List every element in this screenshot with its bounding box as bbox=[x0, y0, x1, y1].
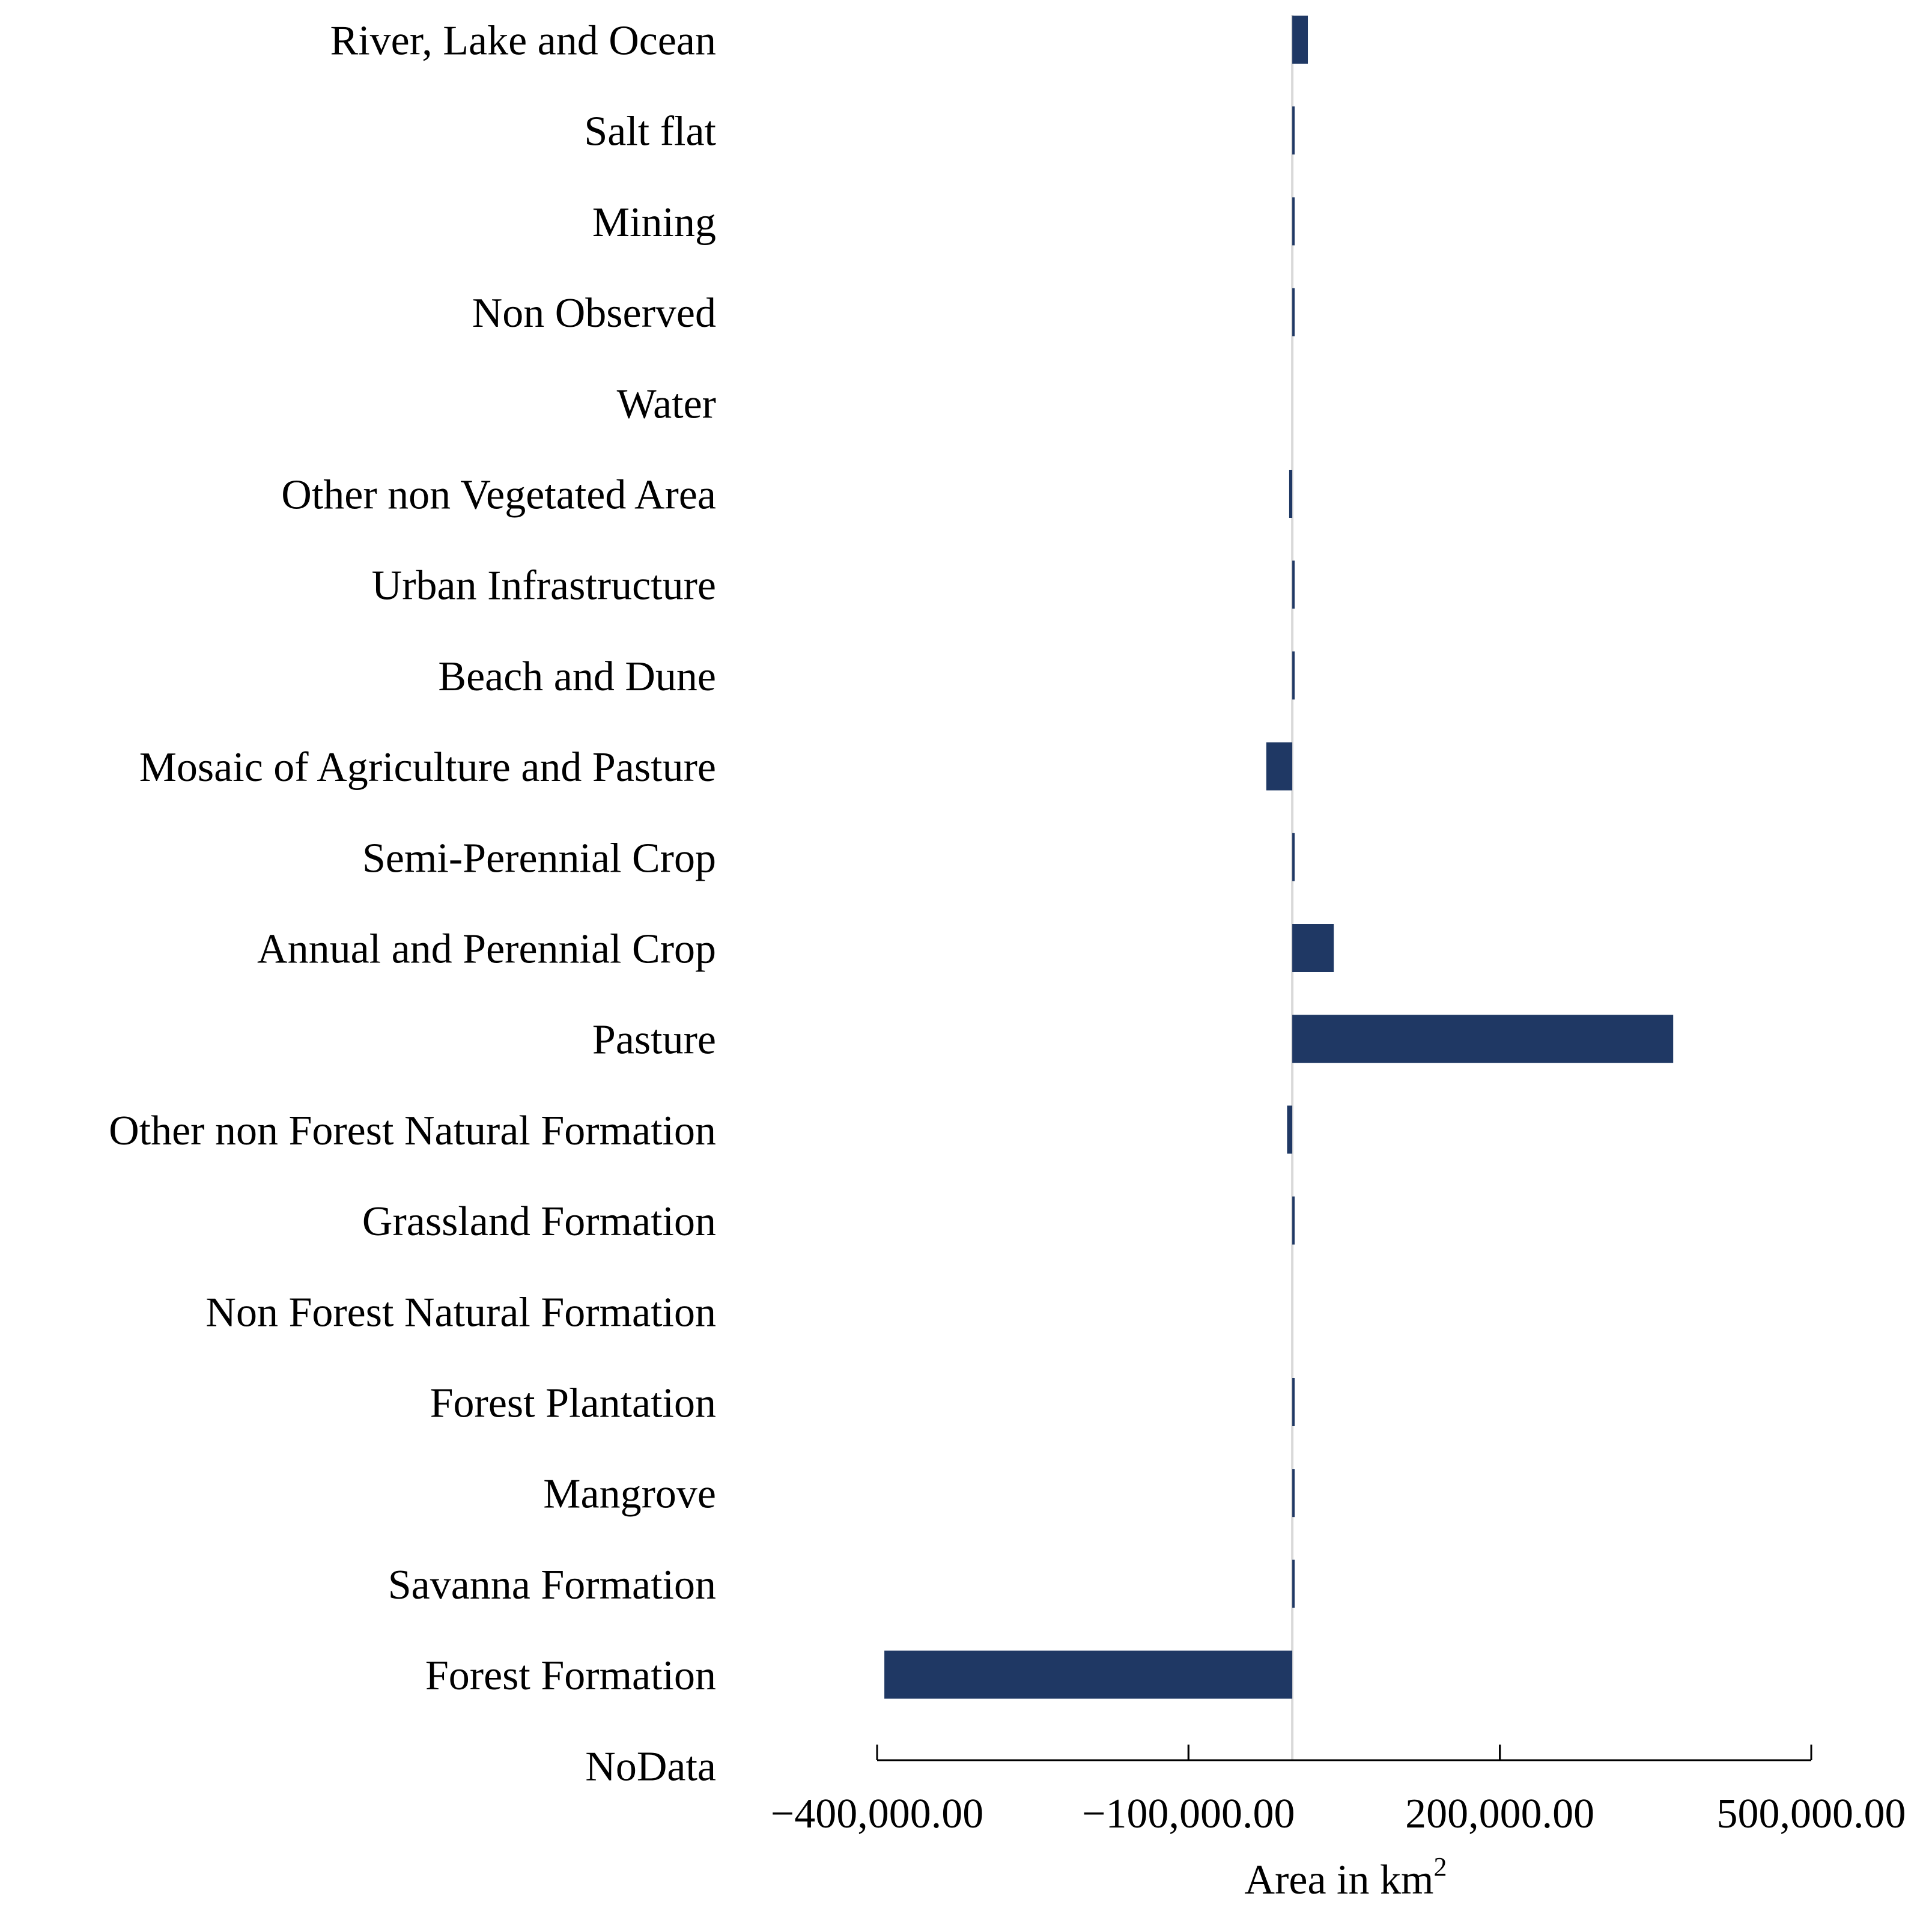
x-tick-label-0: −400,000.00 bbox=[771, 1791, 983, 1837]
category-label-non-forest-natural-formation: Non Forest Natural Formation bbox=[205, 1289, 716, 1335]
bar-forest-formation bbox=[884, 1650, 1293, 1699]
bar-savanna-formation bbox=[1292, 1560, 1295, 1608]
category-label-non-observed: Non Observed bbox=[472, 290, 716, 336]
bar-salt-flat bbox=[1292, 106, 1295, 155]
category-label-grassland-formation: Grassland Formation bbox=[362, 1198, 716, 1245]
bar-mosaic-of-agriculture-and-pasture bbox=[1266, 742, 1293, 791]
category-label-semi-perennial-crop: Semi-Perennial Crop bbox=[362, 835, 716, 881]
bar-forest-plantation bbox=[1292, 1378, 1295, 1426]
bar-pasture bbox=[1292, 1015, 1674, 1063]
bar-other-non-vegetated-area bbox=[1289, 470, 1293, 518]
bar-mining bbox=[1292, 197, 1295, 246]
bars-layer bbox=[884, 16, 1674, 1699]
bar-mangrove bbox=[1292, 1469, 1295, 1517]
category-label-annual-and-perennial-crop: Annual and Perennial Crop bbox=[257, 926, 716, 973]
category-label-river-lake-and-ocean: River, Lake and Ocean bbox=[330, 18, 716, 64]
category-label-beach-and-dune: Beach and Dune bbox=[438, 654, 716, 700]
x-tick-label-2: 200,000.00 bbox=[1405, 1791, 1594, 1837]
x-tick-label-3: 500,000.00 bbox=[1717, 1791, 1906, 1837]
category-label-water: Water bbox=[617, 381, 716, 427]
bar-annual-and-perennial-crop bbox=[1292, 924, 1334, 972]
x-tick-label-1: −100,000.00 bbox=[1082, 1791, 1295, 1837]
category-label-mosaic-of-agriculture-and-pasture: Mosaic of Agriculture and Pasture bbox=[139, 744, 716, 791]
bar-grassland-formation bbox=[1292, 1196, 1295, 1245]
x-axis-title-superscript: 2 bbox=[1433, 1852, 1447, 1882]
bar-beach-and-dune bbox=[1292, 651, 1295, 700]
category-label-savanna-formation: Savanna Formation bbox=[388, 1562, 716, 1608]
category-labels-layer: River, Lake and Ocean Salt flat Mining Non … bbox=[109, 18, 716, 1790]
category-label-pasture: Pasture bbox=[592, 1017, 716, 1063]
category-label-forest-plantation: Forest Plantation bbox=[430, 1381, 716, 1427]
bar-semi-perennial-crop bbox=[1292, 833, 1295, 881]
x-axis-title: Area in km2 bbox=[1245, 1852, 1447, 1903]
category-label-mangrove: Mangrove bbox=[543, 1471, 716, 1517]
bar-other-non-forest-natural-formation bbox=[1287, 1105, 1293, 1154]
x-axis: −400,000.00 −100,000.00 200,000.00 500,000.… bbox=[771, 1745, 1906, 1837]
category-label-other-non-forest-natural-formation: Other non Forest Natural Formation bbox=[109, 1108, 716, 1154]
category-label-forest-formation: Forest Formation bbox=[425, 1653, 716, 1699]
category-label-nodata: NoData bbox=[585, 1743, 716, 1790]
bar-river-lake-and-ocean bbox=[1292, 16, 1308, 64]
bar-urban-infrastructure bbox=[1292, 561, 1295, 609]
x-axis-title-text: Area in km bbox=[1245, 1857, 1434, 1903]
category-label-other-non-vegetated-area: Other non Vegetated Area bbox=[281, 472, 716, 518]
category-label-salt-flat: Salt flat bbox=[584, 109, 716, 155]
category-label-mining: Mining bbox=[592, 199, 716, 246]
category-label-urban-infrastructure: Urban Infrastructure bbox=[372, 563, 716, 609]
bar-non-observed bbox=[1292, 288, 1295, 336]
